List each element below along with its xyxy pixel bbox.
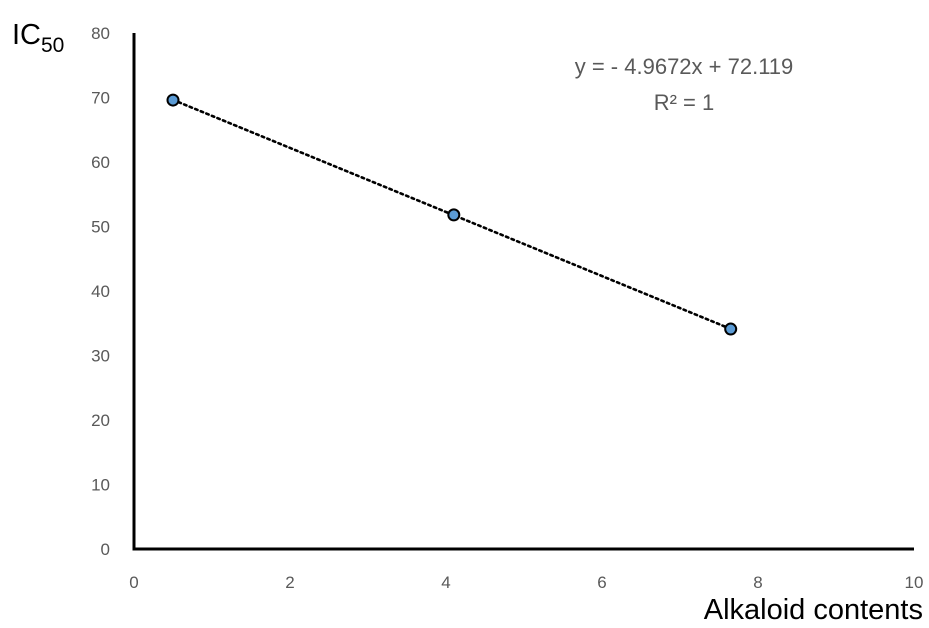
data-point — [166, 93, 180, 107]
y-tick-label: 40 — [91, 282, 110, 301]
y-axis-title: IC50 — [12, 19, 64, 57]
x-axis-title: Alkaloid contents — [704, 594, 923, 626]
trendline-equation: y = - 4.9672x + 72.119 — [575, 54, 794, 79]
y-tick-labels: 0 10 20 30 40 50 60 70 80 — [91, 24, 110, 559]
y-tick-label: 60 — [91, 153, 110, 172]
x-tick-label: 0 — [129, 573, 138, 592]
y-tick-label: 80 — [91, 24, 110, 43]
data-point — [447, 208, 461, 222]
data-points — [166, 93, 738, 336]
y-axis-title-main: IC — [12, 19, 41, 51]
x-tick-label: 6 — [597, 573, 606, 592]
y-tick-label: 50 — [91, 218, 110, 237]
y-tick-label: 70 — [91, 89, 110, 108]
x-tick-labels: 0 2 4 6 8 10 — [129, 573, 923, 592]
x-tick-label: 4 — [441, 573, 450, 592]
x-tick-label: 10 — [905, 573, 924, 592]
x-tick-label: 2 — [285, 573, 294, 592]
y-axis-title-subscript: 50 — [41, 34, 64, 57]
x-tick-label: 8 — [753, 573, 762, 592]
y-tick-label: 0 — [101, 540, 110, 559]
y-tick-label: 10 — [91, 476, 110, 495]
trendline-r-squared: R² = 1 — [654, 90, 715, 115]
y-tick-label: 30 — [91, 347, 110, 366]
data-point — [724, 322, 738, 336]
y-tick-label: 20 — [91, 411, 110, 430]
